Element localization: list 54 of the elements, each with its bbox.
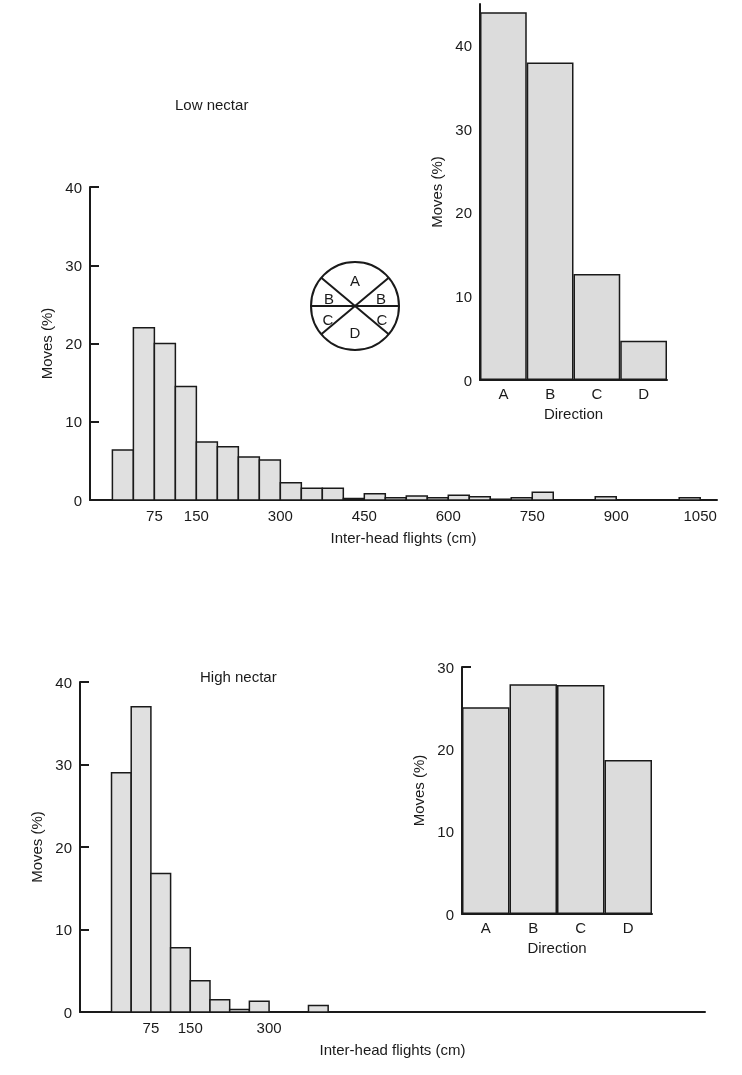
x-tick-label: 1050 — [683, 507, 717, 524]
x-tick-label: A — [498, 385, 509, 402]
y-tick-label: 20 — [65, 335, 82, 352]
y-tick-label: 40 — [455, 37, 472, 55]
x-tick-label: 900 — [603, 507, 629, 524]
x-tick-label: C — [591, 385, 603, 402]
x-tick-label: 75 — [146, 507, 163, 524]
y-tick-label: 0 — [63, 1003, 72, 1021]
x-tick-label: 450 — [351, 507, 377, 524]
y-tick-label: 30 — [65, 256, 82, 274]
x-tick-label: 75 — [142, 1019, 160, 1036]
x-tick-label: D — [622, 919, 634, 936]
y-tick-label: 40 — [55, 673, 72, 691]
y-tick-label: 30 — [437, 658, 454, 676]
y-tick-label: 10 — [65, 413, 82, 431]
annotation: B — [323, 289, 335, 307]
x-tick-label: A — [480, 919, 491, 936]
x-tick-label: 750 — [519, 507, 545, 524]
annotation: A — [349, 271, 361, 289]
chart-title: High nectar — [200, 668, 277, 685]
y-tick-label: 30 — [455, 120, 472, 138]
chart-title: Low nectar — [175, 96, 249, 113]
annotation: C — [322, 310, 334, 328]
y-tick-label: 40 — [65, 178, 82, 196]
x-tick-label: B — [545, 385, 556, 402]
annotation: C — [376, 310, 388, 328]
y-tick-label: 0 — [445, 905, 454, 923]
annotation: B — [375, 289, 387, 307]
y-tick-label: 10 — [55, 921, 72, 938]
x-tick-label: 300 — [256, 1019, 282, 1036]
x-tick-label: D — [638, 385, 650, 402]
y-tick-label: 10 — [455, 287, 472, 305]
x-axis-title: Direction — [527, 939, 587, 956]
y-axis-title: Moves (%) — [38, 307, 56, 380]
y-tick-label: 0 — [73, 491, 82, 509]
x-tick-label: 150 — [183, 507, 209, 524]
x-tick-label: 300 — [267, 507, 293, 524]
x-axis-title: Inter-head flights (cm) — [330, 529, 477, 546]
x-axis-title: Direction — [543, 405, 604, 422]
y-tick-label: 10 — [437, 823, 454, 841]
y-axis-title: Moves (%) — [28, 811, 46, 883]
y-tick-label: 20 — [55, 838, 72, 856]
y-axis-title: Moves (%) — [410, 754, 428, 827]
y-tick-label: 20 — [437, 740, 454, 758]
x-tick-label: B — [528, 919, 539, 936]
y-tick-label: 0 — [463, 371, 472, 389]
x-tick-label: C — [575, 919, 587, 936]
y-axis-title: Moves (%) — [428, 156, 446, 228]
y-tick-label: 20 — [455, 204, 472, 222]
x-tick-label: 150 — [177, 1019, 203, 1036]
x-axis-title: Inter-head flights (cm) — [319, 1041, 466, 1058]
y-tick-label: 30 — [55, 756, 72, 773]
x-tick-label: 600 — [435, 507, 461, 524]
annotation: D — [349, 323, 361, 341]
